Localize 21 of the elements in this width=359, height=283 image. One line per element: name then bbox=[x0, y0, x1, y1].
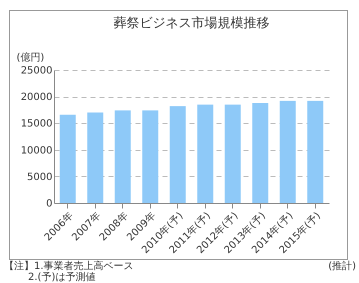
bar bbox=[170, 106, 186, 203]
text: 2.(予)は予測値 bbox=[27, 272, 96, 283]
bar bbox=[87, 112, 104, 203]
bar bbox=[280, 100, 296, 203]
chart-title: 葬祭ビジネス市場規模推移 bbox=[114, 16, 270, 31]
bar bbox=[197, 104, 214, 203]
bar bbox=[60, 114, 76, 203]
y-tick-label: 0 bbox=[46, 198, 52, 210]
y-tick-label: 15000 bbox=[20, 118, 52, 130]
y-axis-title: (億円) bbox=[16, 52, 44, 64]
text: (推計) bbox=[328, 261, 356, 272]
bar bbox=[114, 110, 131, 203]
bar bbox=[307, 100, 324, 203]
y-tick-label: 5000 bbox=[27, 172, 52, 183]
bar bbox=[142, 110, 158, 203]
y-tick-label: 25000 bbox=[20, 66, 52, 76]
y-tick-label: 20000 bbox=[20, 92, 52, 104]
bar bbox=[224, 104, 241, 203]
bar bbox=[252, 102, 268, 203]
text: 【注】1.事業者売上高ベース bbox=[4, 261, 134, 272]
y-tick-label: 10000 bbox=[20, 145, 52, 156]
